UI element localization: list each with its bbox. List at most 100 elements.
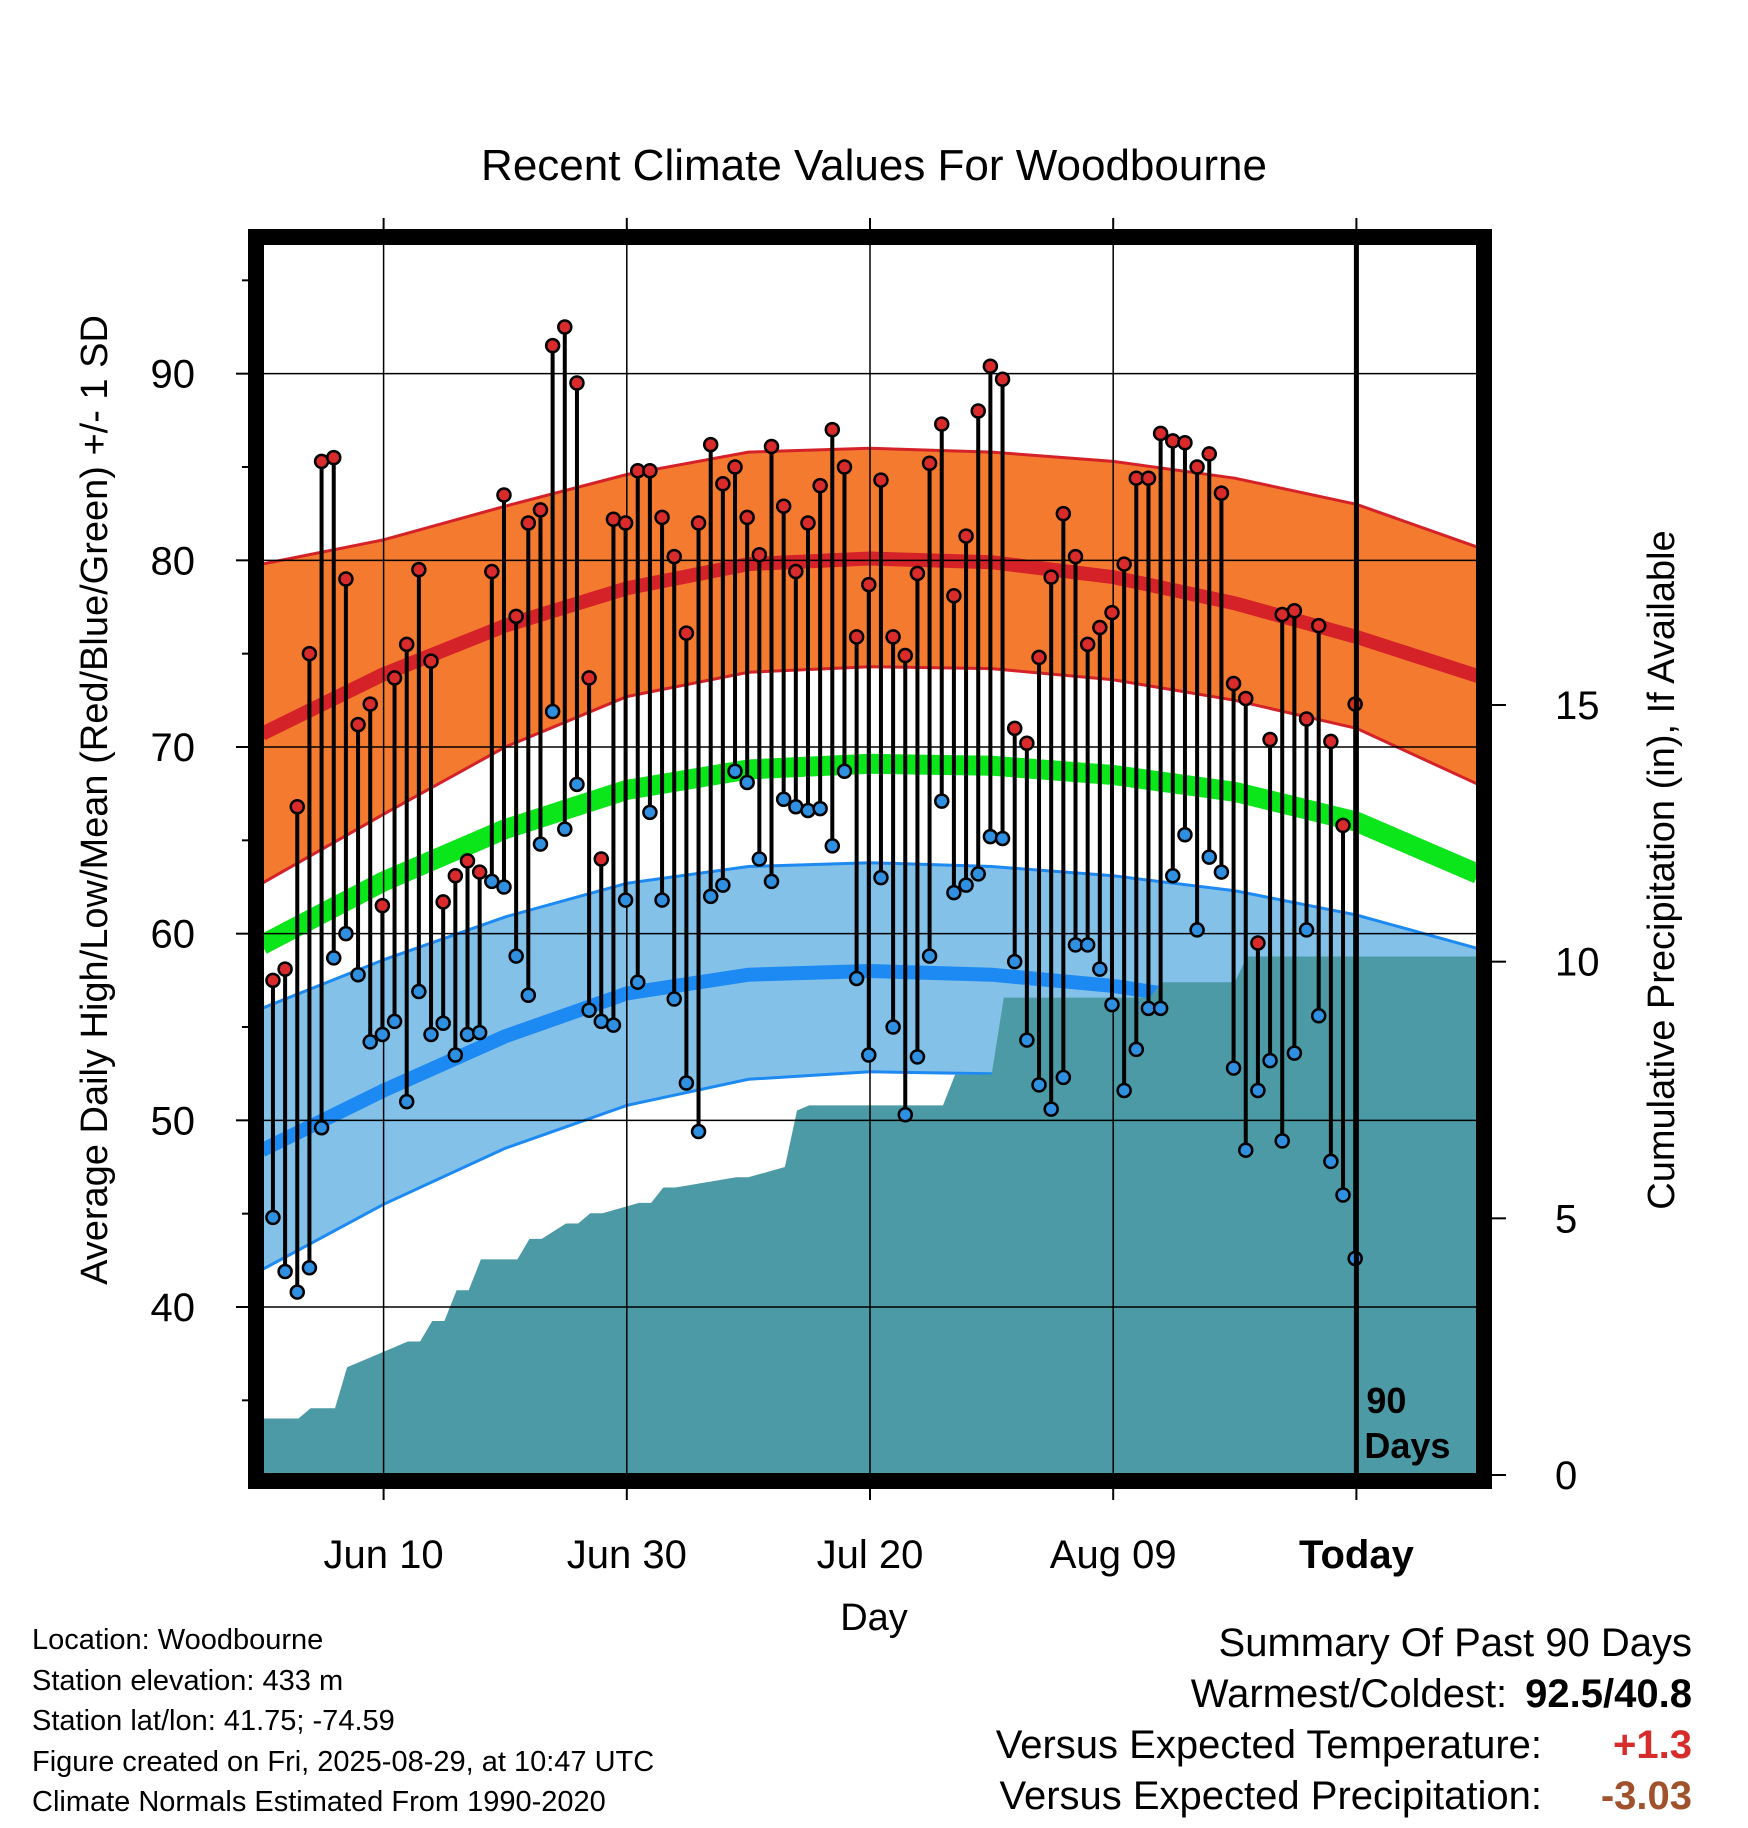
- low-temp-point: [484, 873, 500, 890]
- high-temp-point: [325, 449, 342, 466]
- low-temp-point: [1079, 937, 1096, 953]
- low-temp-point: [544, 703, 561, 720]
- y-axis-left-title: Average Daily High/Low/Mean (Red/Blue/Gr…: [74, 315, 116, 1285]
- high-temp-point: [921, 455, 938, 472]
- low-temp-point: [885, 1019, 901, 1035]
- low-temp-point: [970, 866, 986, 882]
- x-tick-label: Aug 09: [1050, 1533, 1177, 1577]
- low-temp-point: [471, 1024, 488, 1041]
- low-temp-point: [775, 791, 792, 808]
- low-temp-point: [1262, 1052, 1278, 1069]
- high-temp-point: [909, 565, 926, 582]
- low-temp-point: [873, 869, 889, 886]
- summary-temp: Versus Expected Temperature: +1.3: [996, 1720, 1692, 1771]
- low-temp-point: [629, 974, 646, 990]
- low-temp-point: [1165, 868, 1181, 884]
- high-temp-point: [532, 502, 549, 518]
- high-temp-point: [471, 864, 488, 880]
- high-temp-point: [447, 868, 464, 884]
- low-temp-point: [897, 1106, 914, 1123]
- high-temp-point: [289, 798, 306, 815]
- station-info: Location: Woodbourne Station elevation: …: [32, 1620, 654, 1823]
- normals-source-text: Climate Normals Estimated From 1990-2020: [32, 1786, 606, 1818]
- high-temp-point: [374, 897, 391, 914]
- low-temp-point: [1286, 1045, 1303, 1061]
- high-temp-point: [1335, 817, 1351, 834]
- low-temp-point: [374, 1026, 391, 1043]
- high-temp-point: [775, 498, 792, 514]
- chart-title: Recent Climate Values For Woodbourne: [481, 141, 1267, 190]
- high-temp-point: [873, 472, 889, 488]
- y-right-tick-label: 5: [1555, 1197, 1577, 1241]
- low-temp-point: [617, 892, 634, 908]
- plot-frame: [248, 229, 1492, 1489]
- high-temp-point: [678, 625, 695, 641]
- low-temp-point: [435, 1015, 451, 1032]
- high-temp-point: [496, 487, 512, 503]
- latlon-text: Station lat/lon: 41.75; -74.59: [32, 1705, 395, 1737]
- low-temp-point: [836, 763, 853, 780]
- low-temp-point: [909, 1049, 926, 1065]
- low-temp-point: [1274, 1133, 1290, 1149]
- summary-precip: Versus Expected Precipitation: -3.03: [996, 1771, 1692, 1822]
- low-temp-point: [496, 879, 512, 895]
- x-tick-label: Jul 20: [817, 1533, 924, 1577]
- high-temp-point: [1140, 470, 1157, 486]
- high-temp-point: [411, 561, 427, 578]
- high-temp-point: [362, 696, 378, 712]
- low-temp-point: [301, 1260, 318, 1276]
- high-temp-point: [1104, 604, 1120, 621]
- high-temp-point: [593, 851, 610, 867]
- y-axis-right-title: Cumulative Precipitation (in), If Availa…: [1641, 530, 1683, 1209]
- y-right-tick-label: 0: [1555, 1454, 1577, 1498]
- summary-panel: Summary Of Past 90 Days Warmest/Coldest:…: [996, 1618, 1692, 1822]
- low-temp-point: [1189, 922, 1205, 938]
- low-temp-point: [1116, 1082, 1132, 1099]
- high-temp-point: [423, 653, 439, 669]
- x-tick-label: Today: [1299, 1533, 1415, 1577]
- low-temp-point: [861, 1047, 877, 1063]
- high-temp-point: [824, 421, 841, 438]
- high-temp-point: [459, 853, 476, 869]
- low-temp-point: [727, 763, 743, 780]
- low-temp-point: [459, 1026, 476, 1043]
- high-temp-point: [1213, 485, 1230, 501]
- high-temp-point: [788, 563, 804, 580]
- high-temp-point: [885, 629, 901, 645]
- low-temp-point: [1031, 1077, 1047, 1093]
- high-temp-point: [1079, 636, 1096, 653]
- precip-vs-expected-label: Versus Expected Precipitation:: [999, 1774, 1542, 1818]
- low-temp-point: [715, 877, 731, 893]
- high-temp-point: [1177, 434, 1193, 451]
- low-temp-point: [557, 821, 573, 837]
- high-temp-point: [861, 576, 877, 593]
- high-temp-point: [617, 515, 634, 531]
- low-temp-point: [338, 925, 354, 942]
- low-temp-point: [933, 793, 950, 809]
- high-temp-point: [1092, 619, 1108, 636]
- high-temp-point: [836, 459, 853, 475]
- low-temp-point: [423, 1026, 439, 1043]
- low-temp-point: [702, 888, 719, 905]
- high-temp-point: [508, 608, 524, 625]
- high-temp-point: [727, 459, 743, 475]
- elevation-text: Station elevation: 433 m: [32, 1664, 344, 1697]
- low-temp-point: [946, 884, 962, 901]
- warmest-coldest-label: Warmest/Coldest:: [1190, 1672, 1508, 1716]
- today-days-label: Days: [1364, 1425, 1450, 1466]
- low-temp-point: [654, 892, 670, 908]
- low-temp-point: [605, 1017, 622, 1033]
- high-temp-point: [569, 375, 585, 391]
- high-temp-point: [435, 894, 451, 910]
- warmest-coldest-value: 92.5/40.8: [1525, 1672, 1692, 1716]
- high-temp-point: [581, 670, 597, 686]
- high-temp-point: [994, 371, 1011, 388]
- low-temp-point: [398, 1093, 415, 1110]
- low-temp-point: [386, 1013, 403, 1030]
- low-temp-point: [958, 877, 974, 893]
- high-temp-point: [386, 670, 403, 686]
- high-temp-point: [1152, 425, 1169, 442]
- high-temp-point: [933, 416, 950, 432]
- low-temp-point: [994, 830, 1011, 847]
